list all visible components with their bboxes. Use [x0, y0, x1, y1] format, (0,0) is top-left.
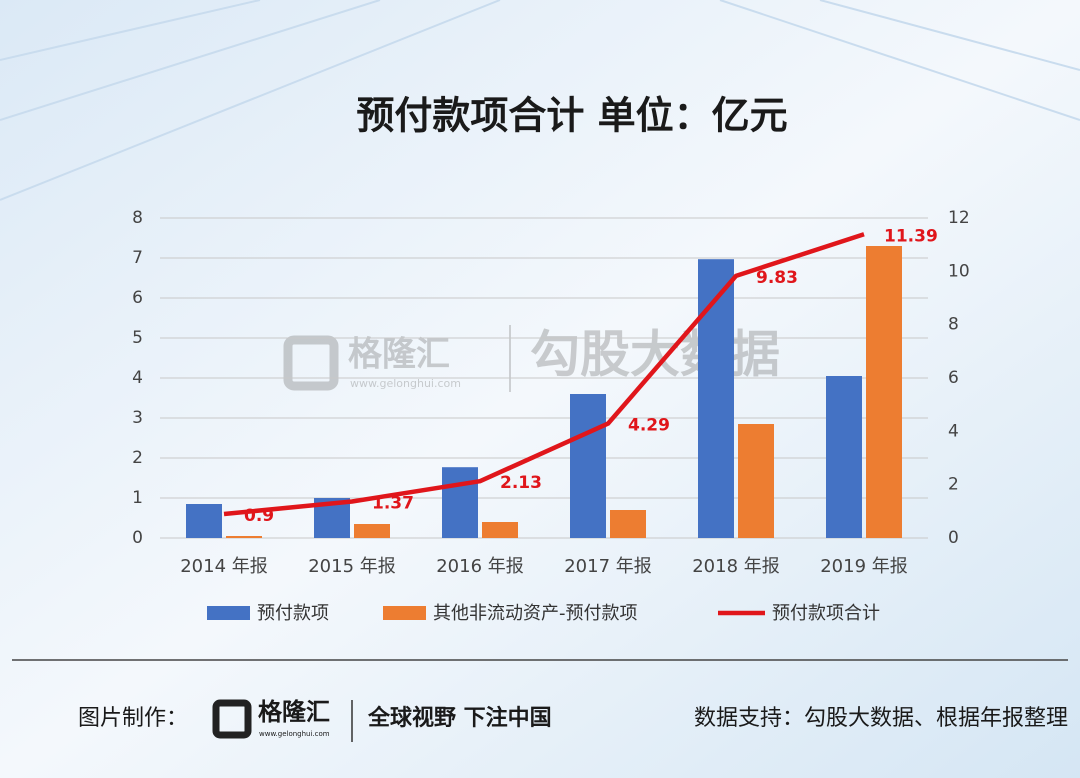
bar: [610, 510, 646, 538]
watermark-logo: [283, 335, 339, 391]
watermark: 格隆汇 www.gelonghui.com 勾股大数据: [283, 325, 780, 392]
y2-tick-label: 2: [948, 475, 959, 495]
y-tick-label: 5: [132, 328, 143, 348]
data-label: 0.9: [244, 506, 274, 526]
data-label: 4.29: [628, 416, 670, 436]
bar: [354, 524, 390, 538]
bar: [570, 394, 606, 538]
watermark-partner: 勾股大数据: [530, 326, 780, 384]
line: [223, 232, 865, 517]
data-label: 2.13: [500, 473, 542, 493]
x-tick-label: 2017 年报: [564, 556, 652, 577]
y2-tick-label: 0: [948, 528, 959, 548]
y-tick-label: 1: [132, 488, 143, 508]
bar: [482, 522, 518, 538]
footer-slogan: 全球视野 下注中国: [367, 705, 552, 731]
legend-label: 其他非流动资产-预付款项: [433, 603, 638, 624]
data-label: 9.83: [756, 268, 798, 288]
bar: [738, 424, 774, 538]
footer-url: www.gelonghui.com: [259, 730, 330, 738]
chart-title: 预付款项合计 单位：亿元: [356, 94, 787, 138]
data-label: 11.39: [884, 226, 938, 246]
x-tick-label: 2015 年报: [308, 556, 396, 577]
bar: [698, 259, 734, 538]
bar: [186, 504, 222, 538]
bar: [826, 376, 862, 538]
data-label: 1.37: [372, 493, 414, 513]
x-tick-label: 2018 年报: [692, 556, 780, 577]
y-tick-label: 4: [132, 368, 143, 388]
y2-tick-label: 12: [948, 208, 970, 228]
x-tick-label: 2019 年报: [820, 556, 908, 577]
legend-label: 预付款项: [257, 603, 329, 624]
y-tick-label: 6: [132, 288, 143, 308]
x-tick-label: 2014 年报: [180, 556, 268, 577]
y2-tick-label: 4: [948, 421, 959, 441]
bar: [226, 536, 262, 538]
watermark-brand: 格隆汇: [348, 335, 450, 375]
x-tick-label: 2016 年报: [436, 556, 524, 577]
footer-brand: 格隆汇: [258, 698, 330, 726]
legend-swatch: [207, 606, 250, 620]
footer-made-by: 图片制作：: [78, 706, 188, 731]
y-tick-label: 2: [132, 448, 143, 468]
y2-tick-label: 6: [948, 368, 959, 388]
y-tick-label: 7: [132, 248, 143, 268]
legend-swatch: [383, 606, 426, 620]
bar: [866, 246, 902, 538]
watermark-url: www.gelonghui.com: [350, 377, 461, 390]
footer-logo: [212, 699, 252, 739]
y-tick-label: 0: [132, 528, 143, 548]
y-tick-label: 3: [132, 408, 143, 428]
background-lines: [0, 0, 1080, 201]
y2-tick-label: 8: [948, 315, 959, 335]
bar: [442, 467, 478, 538]
y-tick-label: 8: [132, 208, 143, 228]
legend-label: 预付款项合计: [772, 603, 880, 624]
footer-source: 数据支持：勾股大数据、根据年报整理: [694, 706, 1068, 731]
y2-tick-label: 10: [948, 261, 970, 281]
